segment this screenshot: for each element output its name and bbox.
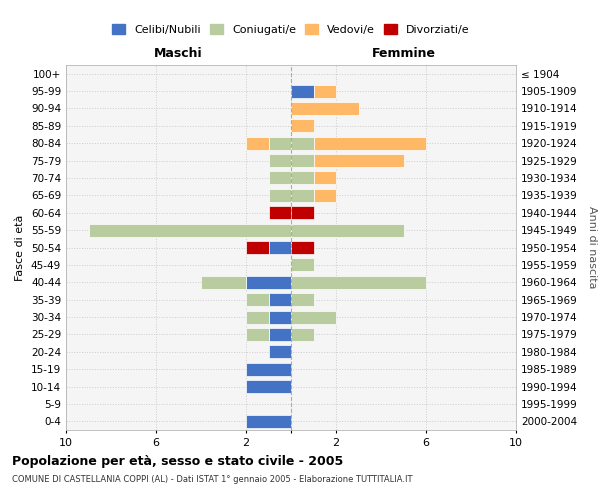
Text: COMUNE DI CASTELLANIA COPPI (AL) - Dati ISTAT 1° gennaio 2005 - Elaborazione TUT: COMUNE DI CASTELLANIA COPPI (AL) - Dati … xyxy=(12,475,413,484)
Bar xyxy=(291,136,314,149)
Bar xyxy=(314,172,336,184)
Bar xyxy=(291,120,314,132)
Bar xyxy=(314,154,404,167)
Bar xyxy=(269,310,291,324)
Bar xyxy=(246,136,269,149)
Bar xyxy=(201,276,246,289)
Bar xyxy=(269,206,291,220)
Bar xyxy=(291,310,336,324)
Bar xyxy=(291,276,426,289)
Bar xyxy=(246,415,291,428)
Bar xyxy=(314,136,426,149)
Legend: Celibi/Nubili, Coniugati/e, Vedovi/e, Divorziati/e: Celibi/Nubili, Coniugati/e, Vedovi/e, Di… xyxy=(108,20,474,39)
Y-axis label: Fasce di età: Fasce di età xyxy=(16,214,25,280)
Bar xyxy=(269,346,291,358)
Text: Popolazione per età, sesso e stato civile - 2005: Popolazione per età, sesso e stato civil… xyxy=(12,455,343,468)
Bar xyxy=(291,102,359,115)
Bar xyxy=(314,84,336,98)
Bar xyxy=(269,293,291,306)
Bar xyxy=(314,189,336,202)
Y-axis label: Anni di nascita: Anni di nascita xyxy=(587,206,597,289)
Bar xyxy=(269,328,291,341)
Bar xyxy=(246,276,291,289)
Bar xyxy=(291,189,314,202)
Bar xyxy=(269,172,291,184)
Bar xyxy=(291,241,314,254)
Bar xyxy=(246,380,291,393)
Bar xyxy=(291,154,314,167)
Text: Femmine: Femmine xyxy=(371,47,436,60)
Bar xyxy=(246,310,269,324)
Bar xyxy=(246,241,269,254)
Text: Maschi: Maschi xyxy=(154,47,203,60)
Bar xyxy=(246,362,291,376)
Bar xyxy=(291,224,404,236)
Bar xyxy=(291,84,314,98)
Bar xyxy=(269,241,291,254)
Bar xyxy=(269,189,291,202)
Bar xyxy=(269,154,291,167)
Bar xyxy=(246,293,269,306)
Bar xyxy=(89,224,291,236)
Bar xyxy=(291,206,314,220)
Bar xyxy=(291,328,314,341)
Bar xyxy=(291,258,314,272)
Bar xyxy=(291,172,314,184)
Bar xyxy=(246,328,269,341)
Bar xyxy=(269,136,291,149)
Bar xyxy=(291,293,314,306)
